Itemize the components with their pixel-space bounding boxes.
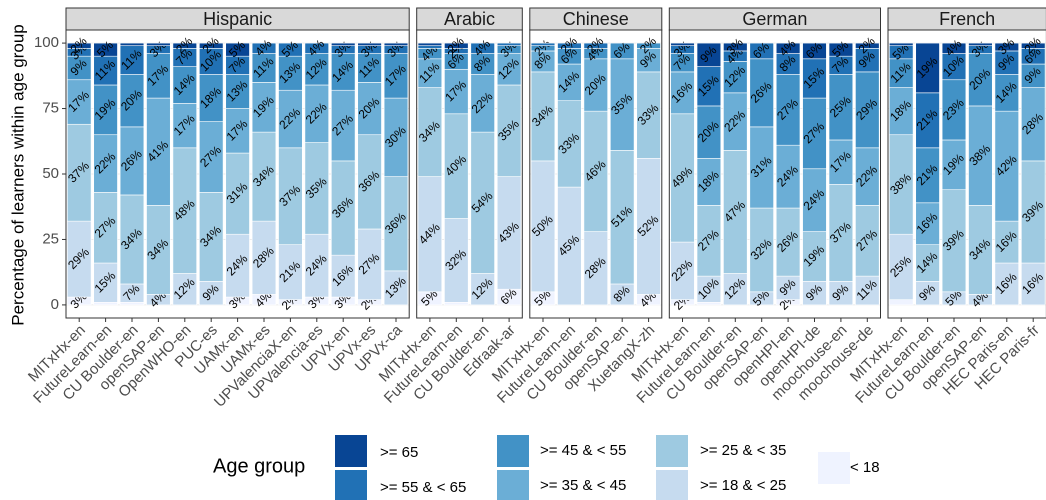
bar-segment xyxy=(696,42,722,67)
bar-segment xyxy=(941,42,967,54)
bar-segment xyxy=(67,42,92,49)
bar-segment xyxy=(93,301,118,306)
legend-key xyxy=(656,470,688,500)
y-tick-label: 25 xyxy=(42,230,59,247)
bar-segment xyxy=(496,42,522,47)
bar-segment xyxy=(775,42,801,54)
bar-segment xyxy=(93,42,118,57)
bar-segment xyxy=(723,42,748,52)
bar-segment xyxy=(119,301,145,306)
bar-segment xyxy=(119,42,145,47)
bar-segment xyxy=(199,42,224,49)
bar-segment xyxy=(583,42,608,49)
legend-key xyxy=(335,470,367,500)
facet-title: Chinese xyxy=(563,9,629,29)
bar-segment xyxy=(470,42,495,54)
panel-border xyxy=(416,29,523,319)
bar-segment xyxy=(889,42,914,47)
legend-key xyxy=(656,435,688,467)
facet-title: German xyxy=(742,9,807,29)
bar-segment xyxy=(331,42,356,47)
bar-segment xyxy=(444,301,469,306)
bar-segment xyxy=(278,42,303,57)
legend-key xyxy=(335,435,367,467)
legend-label: >= 35 & < 45 xyxy=(540,477,626,494)
bar-segment xyxy=(636,42,661,49)
legend-key xyxy=(818,452,850,484)
bar-segment xyxy=(417,42,443,47)
bar-segment xyxy=(444,42,469,49)
bar-segment xyxy=(994,42,1019,52)
bar-segment xyxy=(610,42,635,60)
bar-segment xyxy=(251,42,277,54)
bar-segment xyxy=(802,42,827,60)
legend-key xyxy=(497,435,529,467)
facet-title: Arabic xyxy=(444,9,495,29)
bar-segment xyxy=(889,299,914,306)
bar-segment xyxy=(530,42,556,47)
bar-segment xyxy=(670,42,695,47)
bar-segment xyxy=(696,301,722,306)
bar-segment xyxy=(915,42,940,94)
bar-segment xyxy=(146,42,171,47)
legend-title: Age group xyxy=(213,455,305,477)
bar-segment xyxy=(417,45,443,49)
legend-label: < 18 xyxy=(850,459,880,476)
bar-segment xyxy=(304,42,329,54)
y-tick-label: 0 xyxy=(51,296,59,313)
bar-segment xyxy=(225,42,250,57)
legend-key xyxy=(497,470,529,500)
bar-segment xyxy=(749,42,774,60)
panel-border xyxy=(887,29,1046,319)
legend-label: >= 18 & < 25 xyxy=(700,477,786,494)
legend-label: >= 45 & < 55 xyxy=(540,442,626,459)
bar-segment xyxy=(855,42,880,49)
facet-title: French xyxy=(939,9,995,29)
panel-border xyxy=(668,29,881,319)
bar-segment xyxy=(357,42,382,47)
y-axis-title: Percentage of learners within age group xyxy=(8,24,27,325)
panel-border xyxy=(529,29,663,319)
bar-segment xyxy=(172,42,197,49)
bar-segment xyxy=(1021,42,1046,49)
facet-title: Hispanic xyxy=(203,9,272,29)
legend-label: >= 65 xyxy=(380,444,418,461)
y-tick-label: 75 xyxy=(42,100,59,117)
bar-segment xyxy=(828,42,854,57)
bar-segment xyxy=(383,42,409,47)
bar-segment xyxy=(557,42,582,49)
y-tick-label: 100 xyxy=(34,34,59,51)
legend-label: >= 55 & < 65 xyxy=(380,479,466,496)
y-tick-label: 50 xyxy=(42,165,59,182)
bar-segment xyxy=(968,42,993,47)
panel-border xyxy=(65,29,410,319)
legend-label: >= 25 & < 35 xyxy=(700,442,786,459)
